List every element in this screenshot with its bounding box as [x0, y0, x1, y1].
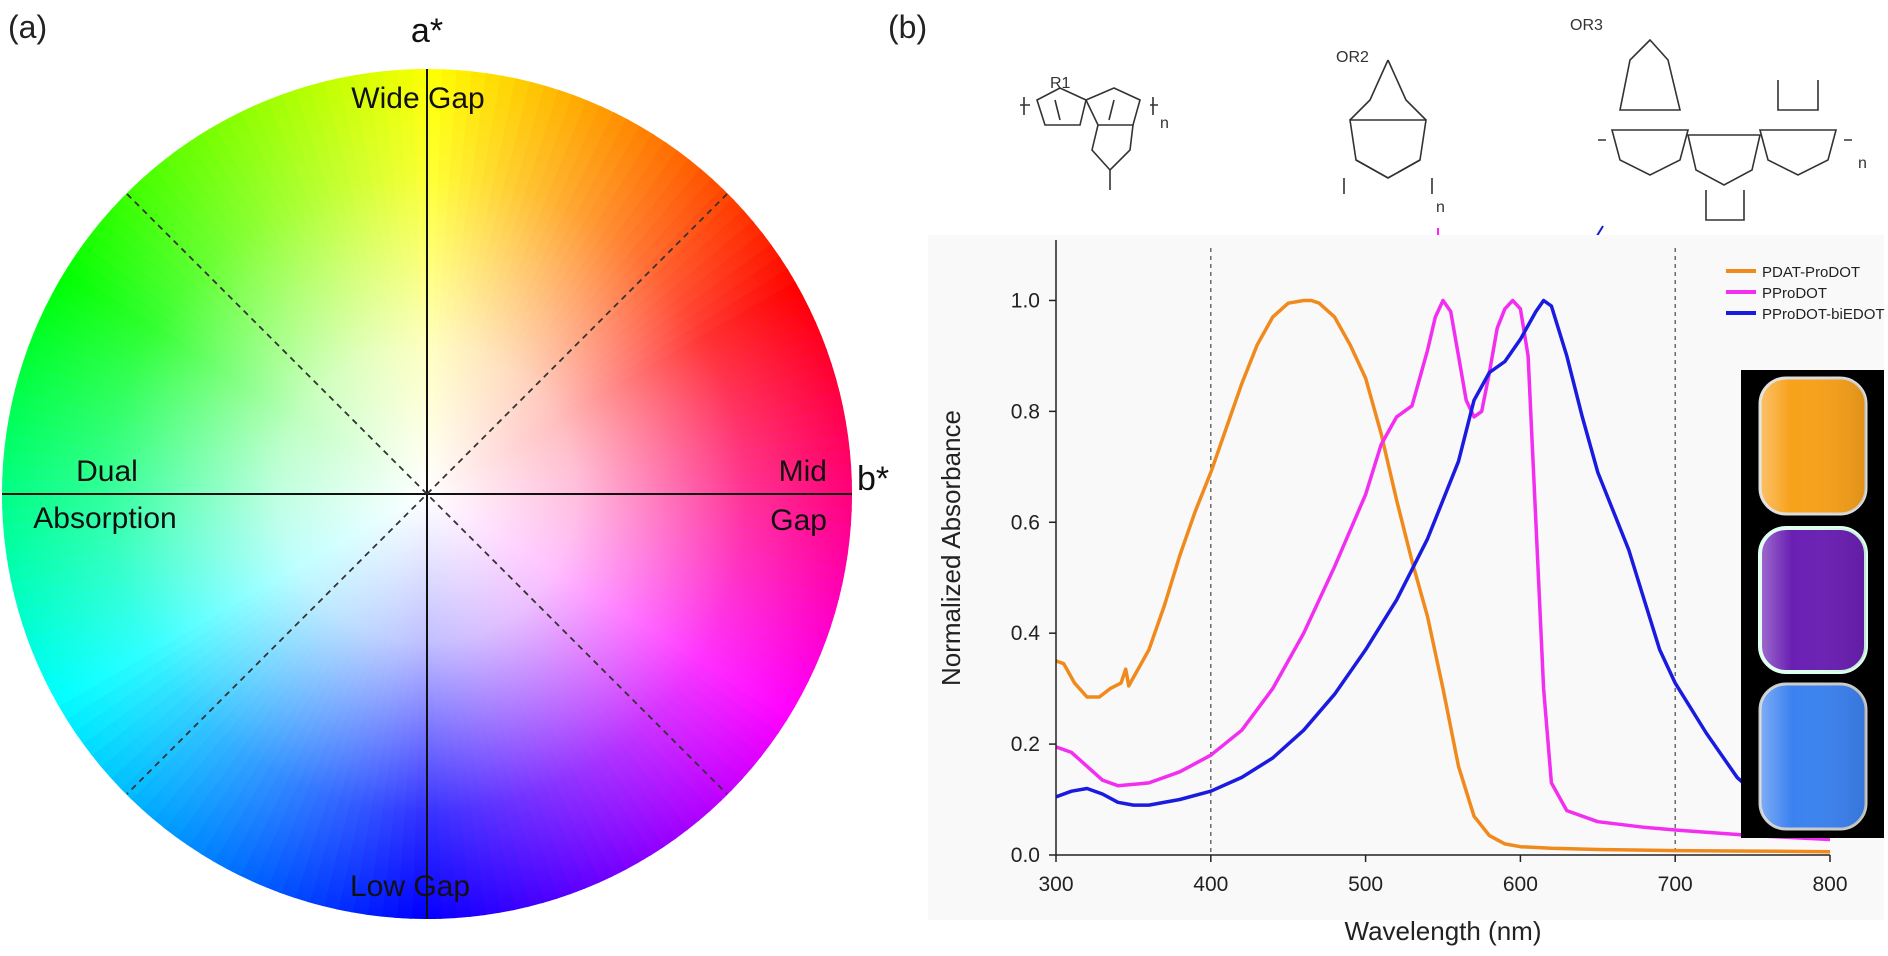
y-tick-label: 0.0 [1011, 844, 1040, 867]
structure-pprodot-biedot [1598, 38, 1852, 221]
structure-pprodot-biedot-subscript: n [1858, 155, 1867, 172]
b-star-label: b* [857, 460, 889, 498]
wide-gap-label: Wide Gap [351, 82, 484, 115]
legend-label: PProDOT-biEDOT [1762, 306, 1885, 323]
dual-label: Dual [76, 455, 138, 488]
vial-purple-glass [1760, 528, 1866, 672]
y-tick-label: 0.8 [1011, 400, 1040, 423]
panel-b-label: (b) [888, 9, 927, 45]
x-tick-label: 800 [1812, 873, 1847, 896]
structure-pdat-prodot [1020, 87, 1158, 190]
structure-pdat-prodot-substituent: R1 [1050, 75, 1071, 92]
mid-label: Mid [779, 455, 827, 488]
legend-label: PProDOT [1762, 285, 1827, 302]
x-tick-label: 400 [1193, 873, 1228, 896]
y-axis-label: Normalized Absorbance [936, 410, 966, 686]
x-tick-label: 300 [1038, 873, 1073, 896]
structure-pprodot-biedot-substituent: OR3 [1570, 17, 1603, 34]
x-axis-label: Wavelength (nm) [1345, 916, 1542, 946]
y-tick-label: 0.2 [1011, 733, 1040, 756]
x-tick-label: 500 [1348, 873, 1383, 896]
panel-a-label: (a) [8, 9, 47, 45]
y-tick-label: 0.6 [1011, 511, 1040, 534]
color-wheel [2, 69, 852, 919]
a-star-label: a* [411, 12, 443, 50]
vial-blue-glass [1760, 684, 1866, 829]
vial-photo [1741, 370, 1884, 838]
chart-legend: PDAT-ProDOT PProDOT PProDOT-biEDOT [1726, 264, 1885, 323]
vial-orange-glass [1760, 378, 1866, 514]
absorption-label: Absorption [33, 502, 176, 535]
low-gap-label: Low Gap [350, 870, 470, 903]
structure-pprodot-subscript: n [1436, 199, 1445, 216]
y-tick-label: 0.4 [1011, 622, 1041, 645]
absorbance-chart: 300 400 500 600 700 800 0.0 0.2 0.4 0.6 0.8 1.0 Wa… [928, 235, 1885, 946]
diagonal-divider-1 [126, 193, 728, 795]
x-tick-label: 700 [1658, 873, 1693, 896]
structure-pprodot-substituent: OR2 [1336, 49, 1369, 66]
y-tick-label: 1.0 [1011, 289, 1040, 312]
x-tick-label: 600 [1503, 873, 1538, 896]
gap-label: Gap [770, 504, 827, 537]
legend-label: PDAT-ProDOT [1762, 264, 1860, 281]
structure-pprodot [1343, 59, 1433, 194]
y-axis-ticks: 0.0 0.2 0.4 0.6 0.8 1.0 [1011, 289, 1056, 867]
series-line-pprodot [1056, 298, 1830, 842]
structure-pdat-prodot-subscript: n [1160, 115, 1169, 132]
diagonal-divider-2 [126, 193, 728, 795]
x-axis-ticks: 300 400 500 600 700 800 [1038, 855, 1848, 896]
series-line-pdat-prodot [1056, 298, 1830, 854]
series-group [1056, 298, 1830, 854]
series-line-pprodot-biedot [1056, 298, 1830, 835]
